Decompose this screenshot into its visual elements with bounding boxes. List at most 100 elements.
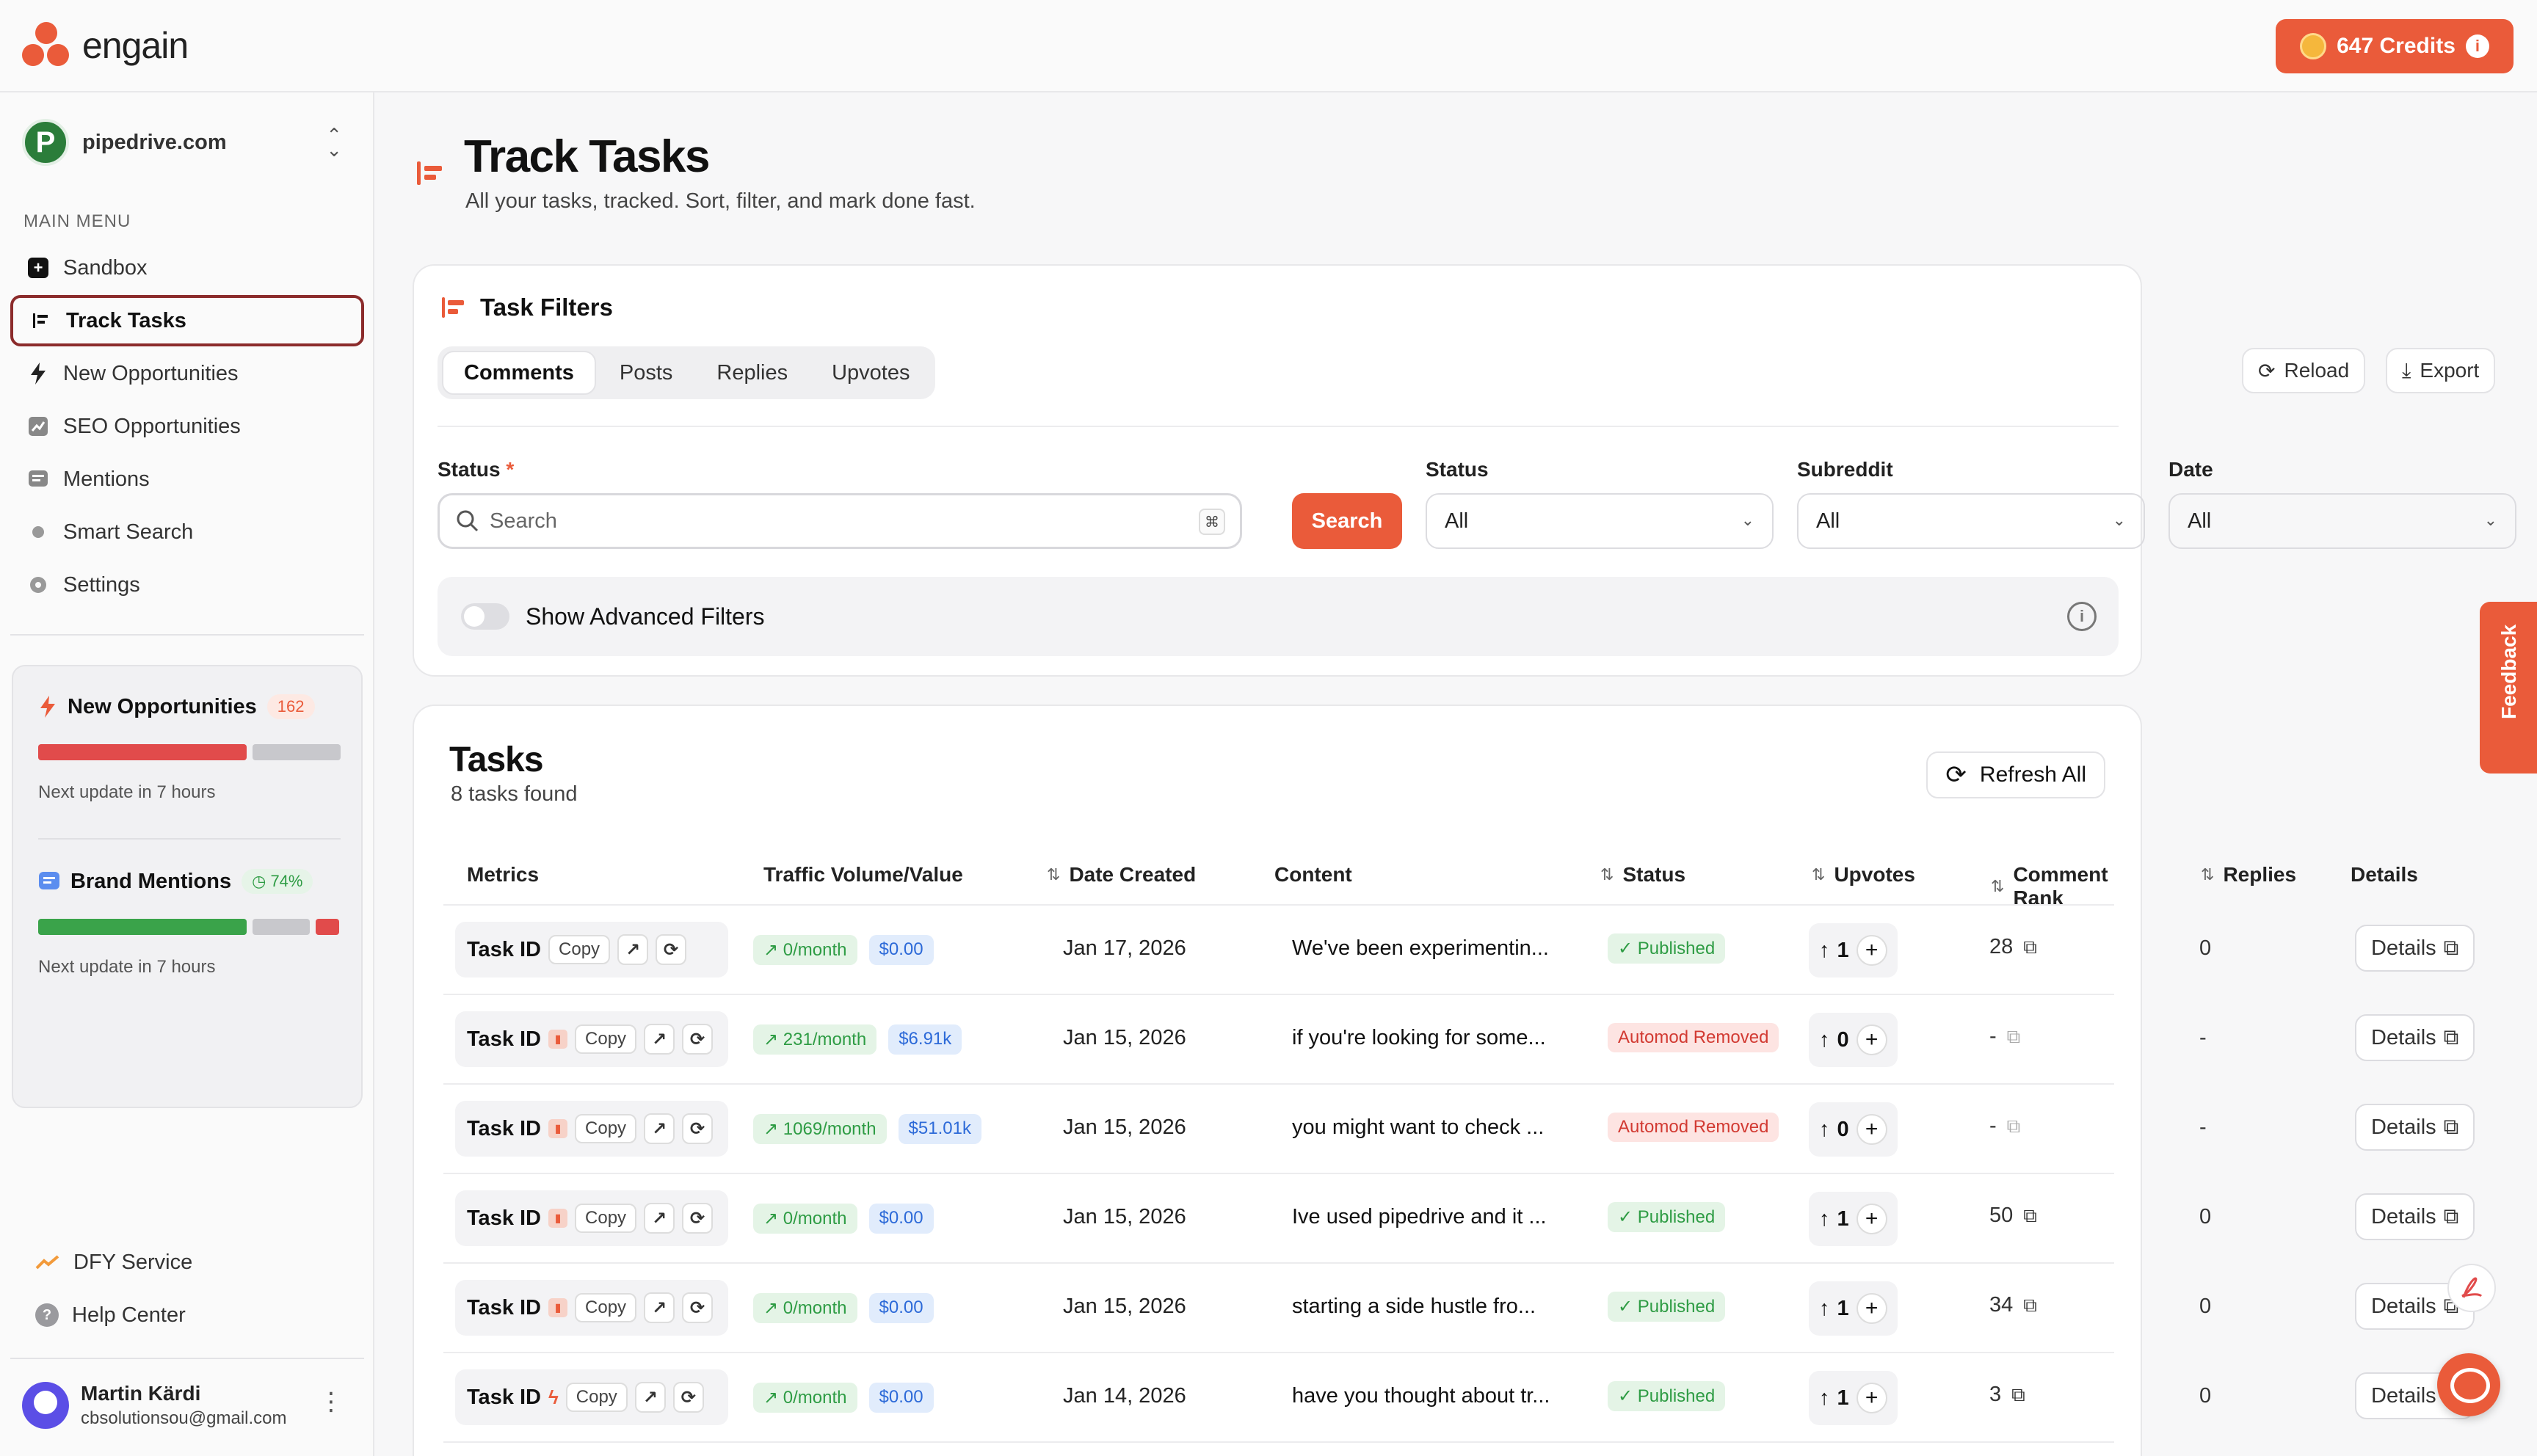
search-button[interactable]: Search [1292,493,1402,549]
refresh-icon[interactable]: ⟳ [682,1113,714,1144]
more-vertical-icon[interactable]: ⋮ [319,1388,344,1416]
menu-section-label: MAIN MENU [23,211,131,231]
coin-icon [2300,33,2327,59]
sidebar-item-help-center[interactable]: ? Help Center [10,1289,364,1342]
tab-comments[interactable]: Comments [442,351,596,395]
column-header-comment-rank[interactable]: ⇅ Comment Rank [1991,863,2108,909]
copy-button[interactable]: Copy [575,1024,637,1054]
status-select[interactable]: All ⌄ [1426,493,1774,549]
info-icon: i [2465,34,2489,58]
sidebar-item-new-opportunities[interactable]: New Opportunities [10,348,364,399]
add-upvote-button[interactable]: + [1856,1204,1887,1234]
refresh-icon[interactable]: ⟳ [672,1382,704,1413]
external-link-icon[interactable]: ⧉ [2006,1114,2021,1137]
table-row: Task ID ▮ Copy ↗ ⟳ ↗ 231/month $6.91k Jan 15, 2… [443,995,2475,1085]
subreddit-select[interactable]: All ⌄ [1797,493,2145,549]
traffic-cell: ↗ 0/month $0.00 [753,1293,934,1323]
details-button[interactable]: Details⧉ [2355,1014,2475,1061]
open-link-icon[interactable]: ↗ [644,1292,675,1323]
content-cell[interactable]: have you thought about tr... [1292,1384,1550,1408]
task-id-cell: Task ID ▮ Copy ↗ ⟳ [455,1101,728,1157]
chat-icon[interactable] [2437,1353,2500,1416]
add-upvote-button[interactable]: + [1856,935,1887,966]
sidebar-item-smart-search[interactable]: Smart Search [10,506,364,558]
sidebar-item-settings[interactable]: Settings [10,559,364,611]
date-select[interactable]: All ⌄ [2168,493,2516,549]
user-profile[interactable]: Martin Kärdi cbsolutionsou@gmail.com ⋮ [22,1372,360,1438]
comment-rank-cell: 3 ⧉ [1989,1383,2025,1406]
content-cell[interactable]: We've been experimentin... [1292,936,1549,960]
sidebar-item-label: Mentions [63,467,150,491]
refresh-all-button[interactable]: ⟳ Refresh All [1926,751,2105,798]
status-badge: ✓ Published [1608,1292,1726,1322]
app-logo[interactable]: engain [22,22,189,69]
details-button[interactable]: Details⧉ [2355,1104,2475,1151]
content-cell[interactable]: Ive used pipedrive and it ... [1292,1205,1547,1228]
add-upvote-button[interactable]: + [1856,1114,1887,1145]
stat-brand-mentions[interactable]: Brand Mentions ◷ 74% Next update in 7 ho… [38,869,341,978]
upvote-count: 1 [1837,1206,1849,1231]
details-button[interactable]: Details⧉ [2355,1193,2475,1240]
external-link-icon[interactable]: ⧉ [2023,1204,2037,1226]
sidebar-item-track-tasks[interactable]: Track Tasks [10,295,364,346]
feedback-tab[interactable]: Feedback [2480,602,2537,774]
sidebar-item-sandbox[interactable]: + Sandbox [10,242,364,294]
add-upvote-button[interactable]: + [1856,1383,1887,1413]
details-button[interactable]: Details⧉ [2355,925,2475,972]
open-link-icon[interactable]: ↗ [644,1113,675,1144]
external-link-icon[interactable]: ⧉ [2023,1293,2037,1316]
reload-button[interactable]: ⟳ Reload [2242,348,2366,393]
open-link-icon[interactable]: ↗ [617,934,649,965]
external-link-icon[interactable]: ⧉ [2023,935,2037,958]
sidebar-item-seo-opportunities[interactable]: SEO Opportunities [10,401,364,452]
open-link-icon[interactable]: ↗ [644,1024,675,1055]
chart-icon: ▮ [548,1298,568,1317]
refresh-icon[interactable]: ⟳ [682,1203,714,1234]
copy-button[interactable]: Copy [565,1383,628,1412]
content-cell[interactable]: if you're looking for some... [1292,1026,1546,1049]
refresh-icon[interactable]: ⟳ [682,1024,714,1055]
copy-button[interactable]: Copy [575,1293,637,1322]
open-link-icon[interactable]: ↗ [644,1203,675,1234]
credits-button[interactable]: 647 Credits i [2276,19,2514,73]
copy-button[interactable]: Copy [575,1114,637,1143]
refresh-icon[interactable]: ⟳ [682,1292,714,1323]
column-header-date[interactable]: ⇅ Date Created [1047,863,1197,886]
export-button[interactable]: ⤓ Export [2386,348,2496,393]
tab-upvotes[interactable]: Upvotes [832,360,910,385]
content-cell[interactable]: starting a side hustle fro... [1292,1295,1536,1318]
column-header-status[interactable]: ⇅ Status [1600,863,1686,886]
add-upvote-button[interactable]: + [1856,1293,1887,1324]
copy-button[interactable]: Copy [575,1204,637,1233]
content-cell[interactable]: you might want to check ... [1292,1115,1545,1139]
pdf-icon[interactable] [2446,1262,2497,1314]
tab-posts[interactable]: Posts [619,360,673,385]
external-link-icon: ⧉ [2443,1204,2459,1228]
workspace-switcher[interactable]: P pipedrive.com ⌃ ⌄ [22,116,352,169]
refresh-icon[interactable]: ⟳ [656,934,687,965]
open-link-icon[interactable]: ↗ [634,1382,666,1413]
tab-replies[interactable]: Replies [716,360,788,385]
stat-new-opportunities[interactable]: New Opportunities 162 Next update in 7 h… [38,694,341,803]
trend-icon [35,1255,59,1270]
advanced-filters-toggle[interactable] [461,603,509,630]
stat-footnote: Next update in 7 hours [38,782,216,802]
add-upvote-button[interactable]: + [1856,1024,1887,1055]
upvote-count: 0 [1837,1117,1849,1141]
task-id-label: Task ID [467,1295,542,1320]
table-row: Task ID ▮ Copy ↗ ⟳ ↗ 1069/month $51.01k Jan 15,… [443,1085,2475,1174]
copy-button[interactable]: Copy [548,935,611,964]
search-input[interactable]: Search ⌘ [438,493,1242,549]
info-icon[interactable]: i [2067,602,2097,631]
sidebar-item-dfy-service[interactable]: DFY Service [10,1236,364,1289]
external-link-icon: ⧉ [2443,1115,2459,1139]
list-icon [442,297,464,318]
tasks-count: 8 tasks found [451,782,578,806]
column-header-replies[interactable]: ⇅ Replies [2201,863,2297,886]
external-link-icon[interactable]: ⧉ [2011,1383,2025,1405]
sidebar-item-mentions[interactable]: Mentions [10,454,364,505]
external-link-icon[interactable]: ⧉ [2006,1024,2021,1047]
column-header-upvotes[interactable]: ⇅ Upvotes [1812,863,1915,886]
upvote-count: 1 [1837,1386,1849,1410]
details-button[interactable]: Details⧉ [2355,1283,2475,1330]
